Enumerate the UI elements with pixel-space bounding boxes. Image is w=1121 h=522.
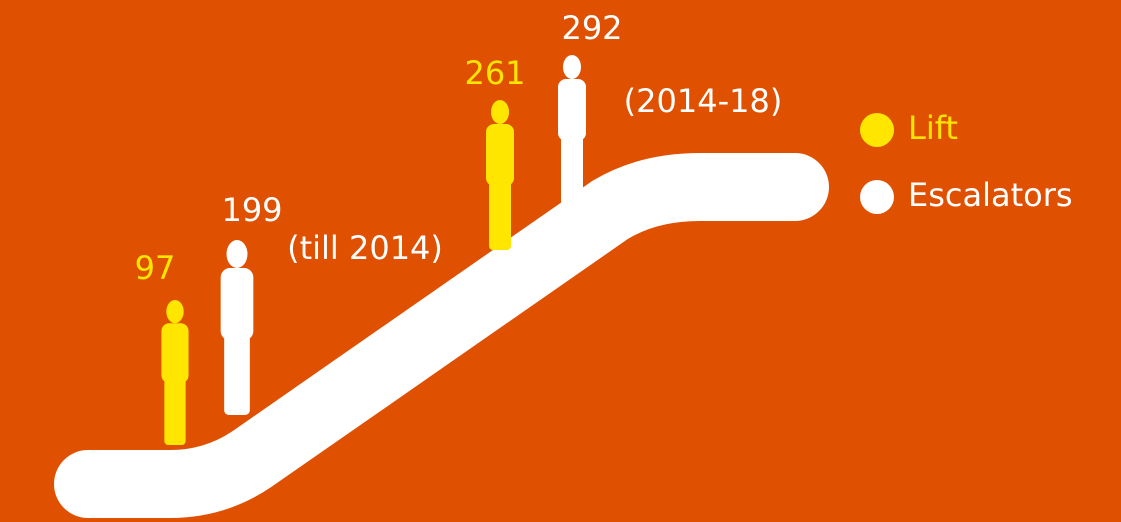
value-label: 199 xyxy=(221,191,282,229)
legs xyxy=(224,333,250,415)
period-label: (2014-18) xyxy=(624,82,783,120)
value-label: 97 xyxy=(135,249,176,287)
value-label: 261 xyxy=(464,54,525,92)
legs xyxy=(561,135,583,205)
torso xyxy=(558,79,586,141)
legs xyxy=(164,377,185,445)
value-label: 292 xyxy=(561,9,622,47)
head xyxy=(563,55,581,79)
torso xyxy=(161,323,188,383)
period-label: (till 2014) xyxy=(287,229,443,267)
legend-label: Escalators xyxy=(908,176,1073,214)
torso xyxy=(221,268,254,340)
infographic: 97 199(till 2014) 261 292(2014-18) Lift Escal… xyxy=(0,0,1121,522)
head xyxy=(491,100,509,124)
legs xyxy=(489,180,511,250)
head xyxy=(227,240,248,268)
legend-label: Lift xyxy=(908,109,958,147)
torso xyxy=(486,124,514,186)
legend-swatch xyxy=(860,180,894,214)
head xyxy=(166,300,183,323)
legend-swatch xyxy=(860,113,894,147)
